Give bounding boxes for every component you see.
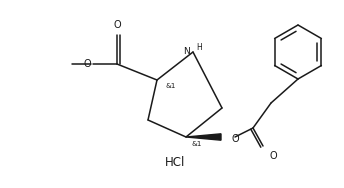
Text: HCl: HCl <box>165 156 185 170</box>
Text: O: O <box>231 134 239 144</box>
Text: &1: &1 <box>191 141 201 147</box>
Text: &1: &1 <box>166 83 176 89</box>
Text: O: O <box>113 20 121 30</box>
Polygon shape <box>186 134 221 140</box>
Text: O: O <box>270 151 278 161</box>
Text: N: N <box>183 46 190 55</box>
Text: O: O <box>83 59 91 69</box>
Text: H: H <box>196 43 202 52</box>
